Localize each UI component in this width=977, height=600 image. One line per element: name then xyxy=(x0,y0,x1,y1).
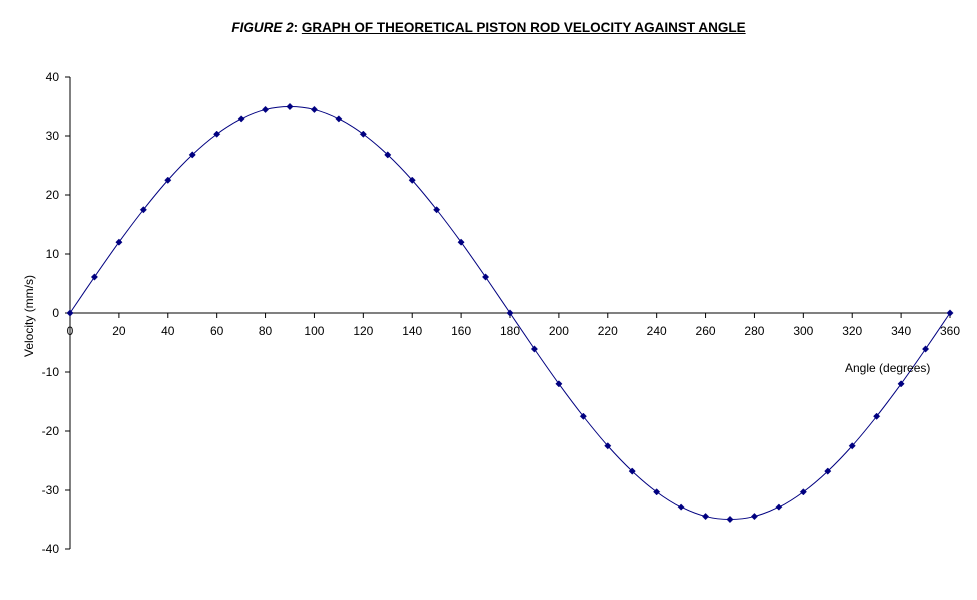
x-tick-label: 40 xyxy=(161,324,175,338)
data-point-marker xyxy=(799,488,807,496)
x-tick-label: 300 xyxy=(793,324,813,338)
x-tick-label: 200 xyxy=(549,324,569,338)
x-tick-label: 220 xyxy=(598,324,618,338)
data-point-marker xyxy=(384,151,392,159)
data-point-marker xyxy=(873,412,881,420)
x-tick-label: 260 xyxy=(696,324,716,338)
x-tick-label: 360 xyxy=(940,324,960,338)
x-tick-label: 180 xyxy=(500,324,520,338)
data-point-marker xyxy=(482,273,490,281)
data-point-marker xyxy=(90,273,98,281)
x-tick-label: 320 xyxy=(842,324,862,338)
y-tick-label: 20 xyxy=(46,188,60,202)
data-point-marker xyxy=(677,503,685,511)
data-point-marker xyxy=(237,115,245,123)
data-point-marker xyxy=(775,503,783,511)
x-tick-label: 80 xyxy=(259,324,273,338)
data-point-marker xyxy=(213,130,221,138)
data-point-marker xyxy=(115,238,123,246)
data-point-marker xyxy=(408,176,416,184)
chart-title: FIGURE 2: GRAPH OF THEORETICAL PISTON RO… xyxy=(0,20,977,35)
data-point-marker xyxy=(897,380,905,388)
x-tick-label: 280 xyxy=(744,324,764,338)
y-tick-label: -30 xyxy=(42,483,60,497)
data-point-marker xyxy=(628,467,636,475)
series-group xyxy=(66,102,954,524)
x-tick-label: 120 xyxy=(353,324,373,338)
data-point-marker xyxy=(750,512,758,521)
x-axis-title: Angle (degrees) xyxy=(845,361,930,375)
data-point-marker xyxy=(139,206,147,214)
data-point-marker xyxy=(555,380,563,388)
title-main-text: GRAPH OF THEORETICAL PISTON ROD VELOCITY… xyxy=(301,20,746,35)
data-point-marker xyxy=(188,151,196,159)
data-point-marker xyxy=(530,345,538,353)
y-tick-label: 10 xyxy=(46,247,60,261)
x-tick-label: 20 xyxy=(112,324,126,338)
data-point-marker xyxy=(66,309,74,317)
x-tick-label: 340 xyxy=(891,324,911,338)
x-tick-label: 0 xyxy=(67,324,74,338)
data-point-marker xyxy=(433,206,441,214)
data-point-marker xyxy=(164,176,172,184)
x-tick-label: 140 xyxy=(402,324,422,338)
data-point-marker xyxy=(922,345,930,353)
data-point-marker xyxy=(653,488,661,496)
y-tick-label: -20 xyxy=(42,424,60,438)
title-separator: : xyxy=(293,20,302,35)
y-tick-label: 40 xyxy=(46,70,60,84)
data-point-marker xyxy=(506,309,514,317)
data-point-marker xyxy=(848,442,856,450)
y-tick-label: 0 xyxy=(52,306,59,320)
data-point-marker xyxy=(359,130,367,138)
data-point-marker xyxy=(946,309,954,317)
y-tick-label: -10 xyxy=(42,365,60,379)
y-axis-title: Velocity (mm/s) xyxy=(22,275,36,357)
figure-label: FIGURE 2 xyxy=(231,20,294,35)
y-tick-label: 30 xyxy=(46,129,60,143)
data-point-marker xyxy=(262,105,270,114)
data-point-marker xyxy=(726,515,734,524)
data-point-marker xyxy=(604,442,612,450)
data-point-marker xyxy=(457,238,465,246)
data-point-marker xyxy=(335,115,343,123)
x-tick-label: 60 xyxy=(210,324,224,338)
y-tick-label: -40 xyxy=(42,542,60,556)
x-tick-label: 100 xyxy=(304,324,324,338)
data-point-marker xyxy=(824,467,832,475)
data-point-marker xyxy=(702,512,710,521)
data-point-marker xyxy=(579,412,587,420)
x-tick-label: 160 xyxy=(451,324,471,338)
data-point-marker xyxy=(310,105,318,114)
data-point-marker xyxy=(286,102,294,111)
x-tick-label: 240 xyxy=(647,324,667,338)
